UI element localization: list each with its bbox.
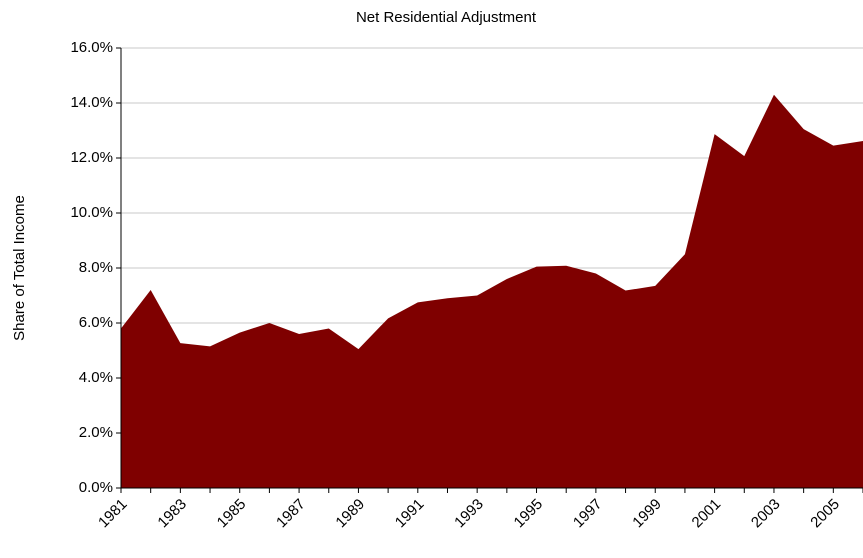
x-tick-label: 1997 — [570, 496, 606, 532]
x-tick-label: 1991 — [392, 496, 428, 532]
y-tick-label: 10.0% — [70, 204, 113, 221]
x-tick-label: 1985 — [214, 496, 250, 532]
x-tick-label: 1983 — [154, 496, 190, 532]
x-tick-label: 1981 — [95, 496, 131, 532]
y-tick-label: 16.0% — [70, 39, 113, 56]
y-tick-label: 2.0% — [79, 424, 113, 441]
x-tick-label: 2001 — [689, 496, 725, 532]
y-tick-label: 14.0% — [70, 94, 113, 111]
area — [121, 94, 863, 488]
x-tick-label: 1993 — [451, 496, 487, 532]
y-tick-label: 4.0% — [79, 369, 113, 386]
y-tick-label: 6.0% — [79, 314, 113, 331]
x-tick-label: 1989 — [332, 496, 368, 532]
x-tick-label: 1999 — [629, 496, 665, 532]
x-tick-label: 1995 — [511, 496, 547, 532]
y-tick-label: 8.0% — [79, 259, 113, 276]
x-tick-label: 1987 — [273, 496, 309, 532]
y-tick-label: 0.0% — [79, 479, 113, 496]
chart-title: Net Residential Adjustment — [356, 9, 537, 26]
y-axis-label: Share of Total Income — [11, 195, 28, 341]
y-tick-label: 12.0% — [70, 149, 113, 166]
x-tick-label: 2003 — [748, 496, 784, 532]
x-tick-label: 2005 — [807, 496, 843, 532]
